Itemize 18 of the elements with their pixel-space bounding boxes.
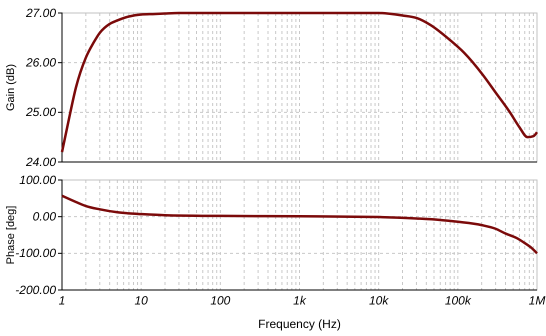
y-tick-label: -100.00 <box>15 246 56 260</box>
x-tick-label: 1M <box>528 294 546 308</box>
y-tick-label: 26.00 <box>24 56 56 70</box>
x-tick-label: 100k <box>444 294 472 308</box>
y-tick-label: 25.00 <box>24 105 56 120</box>
x-tick-label: 1k <box>293 294 307 308</box>
y-tick-label: 100.00 <box>19 172 56 187</box>
x-tick-label: 10 <box>134 294 148 308</box>
y-tick-label: 24.00 <box>24 154 56 169</box>
x-tick-label: 1 <box>58 294 66 308</box>
y-tick-label: -200.00 <box>15 282 56 297</box>
x-tick-label: 10k <box>368 294 390 308</box>
y-tick-label: 27.00 <box>24 6 56 20</box>
y-tick-label: 0.00 <box>32 210 56 224</box>
y-axis-title: Gain (dB) <box>5 64 17 112</box>
x-tick-label: 100 <box>210 294 231 308</box>
x-axis-title: Frequency (Hz) <box>258 317 341 331</box>
y-axis-title: Phase [deg] <box>5 206 17 264</box>
